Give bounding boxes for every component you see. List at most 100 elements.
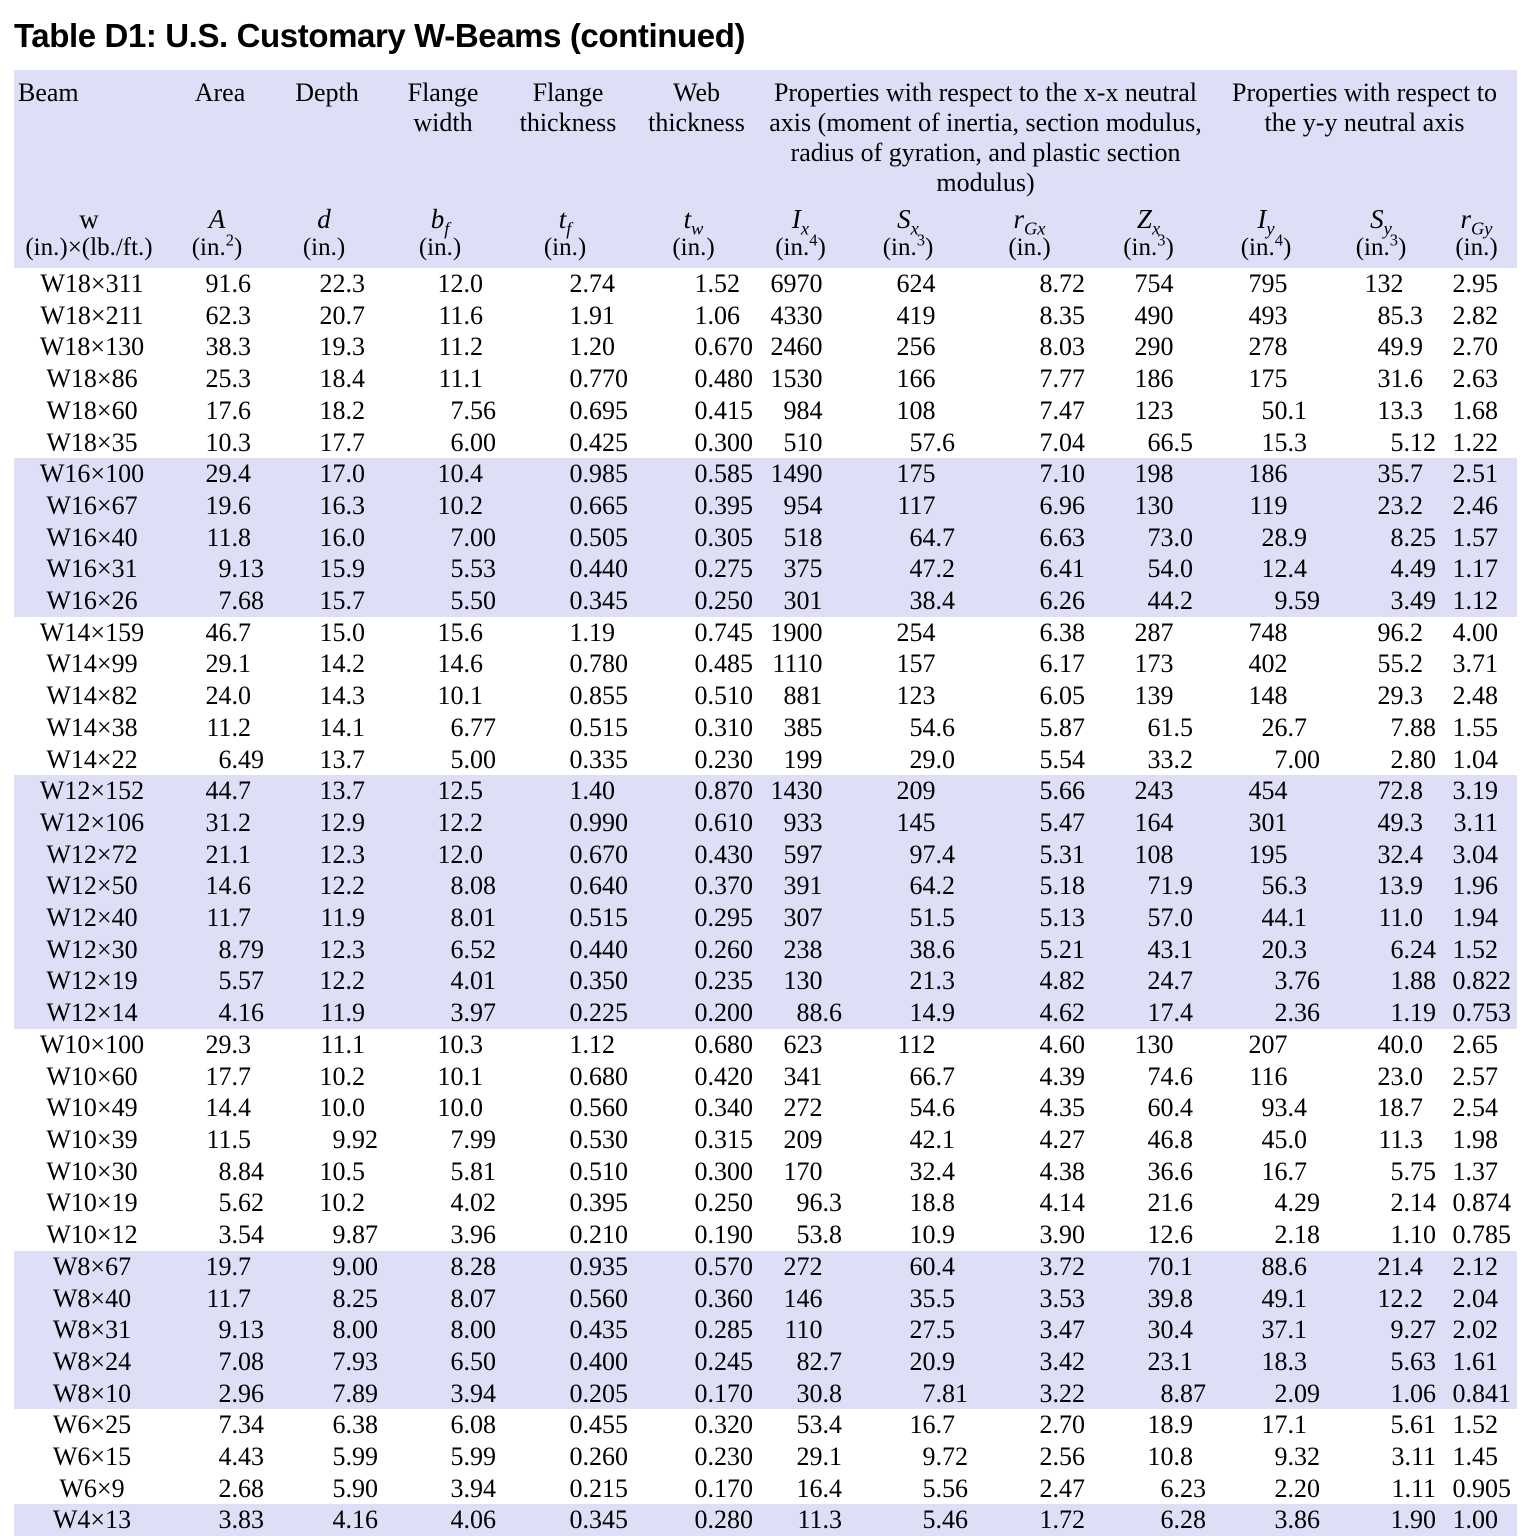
value-cell: 60.40: [848, 1250, 974, 1283]
value-cell: 123.00: [1091, 395, 1212, 427]
property-value: 130: [783, 966, 823, 996]
beam-cell: W14×159: [14, 617, 170, 649]
value-cell: 307.0: [759, 902, 848, 934]
value-cell: 6.08: [384, 1409, 502, 1441]
property-value: 18.3: [1261, 1346, 1308, 1376]
property-value: 2.70: [1452, 332, 1499, 362]
property-value: 0.510: [569, 1156, 629, 1186]
value-cell: 21.10: [170, 838, 270, 871]
column-symbol-bf: bf: [384, 198, 502, 238]
beam-designation: W10×39: [46, 1124, 138, 1154]
value-cell: 12.00: [384, 838, 502, 871]
property-value: 2.54: [1452, 1093, 1499, 1123]
value-cell: 0.680: [634, 1029, 759, 1061]
property-value: 57.6: [909, 427, 956, 457]
value-cell: 19.30: [270, 331, 384, 363]
value-cell: 8.84: [170, 1156, 270, 1188]
value-cell: 0.315: [634, 1124, 759, 1156]
table-row-w14×99: W14×9929.1014.2014.600.7800.4851110.0157…: [14, 648, 1517, 680]
table-row-w10×12: W10×12 3.54 9.87 3.96 0.210 0.190 53.810.90 3.9…: [14, 1219, 1517, 1251]
property-value: 1.19: [569, 617, 616, 647]
property-value: 30.4: [1147, 1315, 1194, 1345]
property-value: 19.7: [205, 1251, 252, 1281]
value-cell: 10.50: [270, 1156, 384, 1188]
value-cell: 1.170: [1442, 553, 1517, 586]
property-value: 4.62: [1039, 998, 1086, 1028]
value-cell: 12.50: [384, 775, 502, 807]
symbol-main: w: [79, 204, 99, 234]
table-row-w6×15: W6×15 4.43 5.99 5.99 0.260 0.230 29.1 9.72 2.56 1…: [14, 1441, 1517, 1473]
value-cell: 2.700: [1442, 331, 1517, 363]
value-cell: 9.13: [170, 1314, 270, 1346]
column-symbol-sx: Sx: [848, 198, 974, 238]
property-value: 18.8: [909, 1188, 956, 1218]
beam-designation: W6×9: [59, 1473, 125, 1503]
column-unit-2: (in.): [270, 234, 384, 268]
value-cell: 4.43: [170, 1441, 270, 1473]
value-cell: 15.30: [1212, 427, 1326, 459]
value-cell: 4.16: [270, 1504, 384, 1536]
value-cell: 38.60: [848, 933, 974, 966]
property-value: 3.47: [1039, 1315, 1086, 1345]
value-cell: 0.300: [634, 427, 759, 459]
value-cell: 3.190: [1442, 775, 1517, 807]
unit-superscript: 4: [809, 230, 818, 250]
property-value: 0.245: [694, 1346, 754, 1376]
property-value: 5.47: [1039, 807, 1086, 837]
property-value: 4.16: [332, 1505, 379, 1535]
property-value: 12.0: [437, 269, 484, 298]
value-cell: 88.6: [759, 997, 848, 1029]
value-cell: 0.310: [634, 712, 759, 744]
property-value: 933: [783, 807, 823, 837]
value-cell: 0.695: [502, 395, 634, 427]
value-cell: 1.570: [1442, 521, 1517, 554]
value-cell: 56.30: [1212, 870, 1326, 903]
property-value: 0.425: [569, 427, 629, 457]
value-cell: 5.00: [384, 744, 502, 776]
property-value: 71.9: [1147, 871, 1194, 901]
value-cell: 8.25: [1326, 521, 1442, 554]
value-cell: 11.70: [170, 1282, 270, 1315]
value-cell: 166.00: [848, 363, 974, 395]
beam-designation: W14×99: [46, 649, 138, 679]
value-cell: 11.10: [270, 1029, 384, 1061]
value-cell: 795.00: [1212, 268, 1326, 300]
property-value: 7.08: [218, 1346, 265, 1376]
value-cell: 28.90: [1212, 521, 1326, 554]
property-value: 8.35: [1039, 300, 1086, 330]
value-cell: 25.30: [170, 363, 270, 395]
property-value: 8.00: [450, 1315, 497, 1345]
property-value: 1.17: [1452, 554, 1499, 584]
property-value: 0.570: [694, 1251, 754, 1281]
value-cell: 6.05: [974, 680, 1091, 712]
property-value: 1.52: [1452, 934, 1499, 964]
property-value: 50.1: [1261, 395, 1308, 425]
value-cell: 0.210: [502, 1219, 634, 1251]
table-row-w18×60: W18×60 17.6018.20 7.56 0.695 0.415984.0108.0…: [14, 395, 1517, 427]
property-value: 66.7: [909, 1061, 956, 1091]
value-cell: 0.425: [502, 427, 634, 459]
value-cell: 4.29: [1212, 1187, 1326, 1219]
value-cell: 0.285: [634, 1314, 759, 1346]
property-value: 14.2: [319, 649, 366, 679]
value-cell: 0.335: [502, 744, 634, 776]
value-cell: 157.00: [848, 648, 974, 680]
beam-cell: W12×72: [14, 838, 170, 871]
property-value: 1.52: [1452, 1410, 1499, 1440]
value-cell: 88.60: [1212, 1250, 1326, 1283]
value-cell: 0.670: [502, 838, 634, 871]
table-row-w10×60: W10×6017.7010.2010.100.6800.420341.066.7…: [14, 1061, 1517, 1093]
value-cell: 4.27: [974, 1124, 1091, 1156]
value-cell: 1.040: [1442, 744, 1517, 776]
value-cell: 31.60: [1326, 363, 1442, 395]
beam-cell: W18×86: [14, 363, 170, 395]
value-cell: 3.47: [974, 1314, 1091, 1346]
value-cell: 3.53: [974, 1282, 1091, 1315]
beam-designation: W12×152: [39, 776, 145, 806]
column-label-depth: Depth: [270, 70, 384, 198]
property-value: 8.79: [218, 934, 265, 964]
beam-designation: W16×100: [39, 459, 145, 489]
value-cell: 14.10: [270, 712, 384, 744]
property-value: 7.88: [1390, 712, 1437, 742]
property-value: 8.01: [450, 903, 497, 933]
